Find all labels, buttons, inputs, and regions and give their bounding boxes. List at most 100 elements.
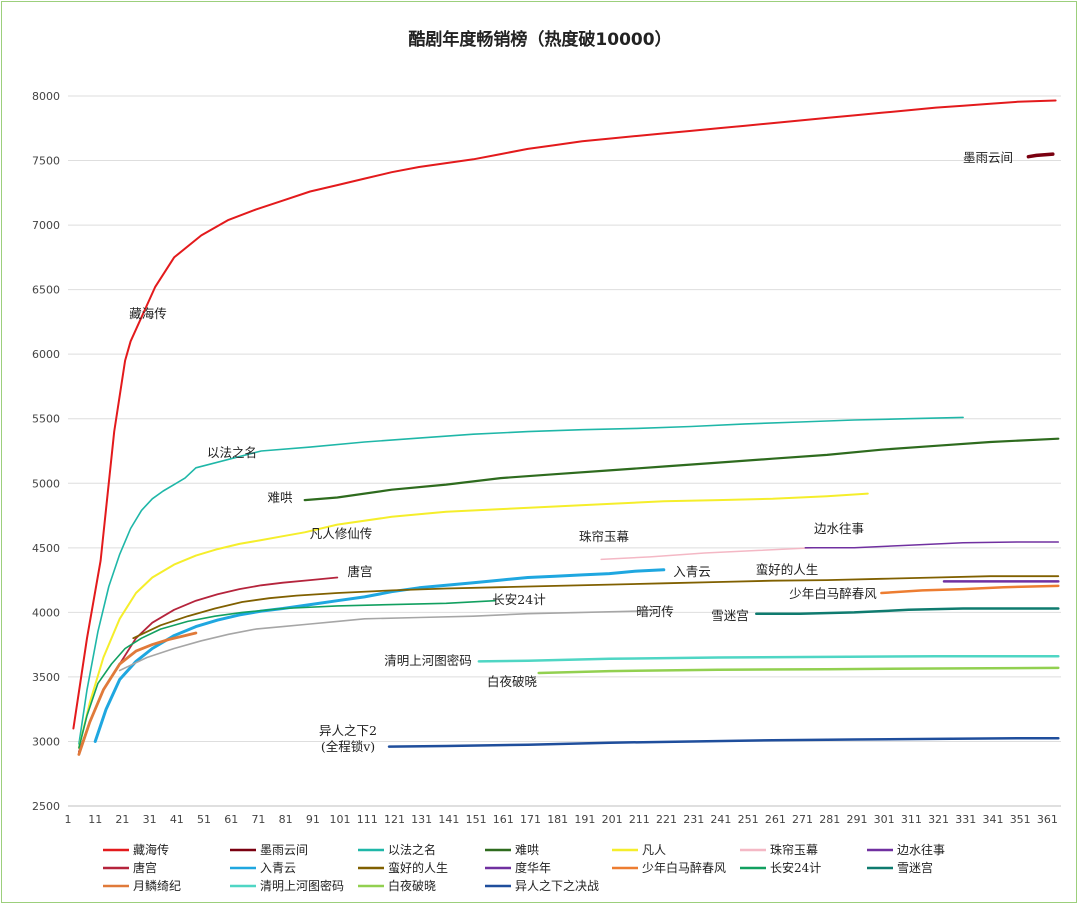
x-tick-label: 31	[143, 813, 157, 826]
x-tick-label: 191	[574, 813, 595, 826]
series-line-18	[118, 608, 654, 672]
series-line-6	[804, 541, 1060, 549]
series-line-5	[600, 547, 815, 561]
legend-label-14: 月鳞绮纪	[133, 879, 181, 893]
x-tick-label: 91	[306, 813, 320, 826]
series-line-12	[78, 599, 496, 749]
series-label-13: 雪迷宫	[711, 608, 749, 623]
legend-label-13: 雪迷宫	[897, 860, 933, 875]
series-line-17	[387, 736, 1060, 748]
legend-label-10: 度华年	[515, 860, 551, 875]
x-tick-label: 21	[115, 813, 129, 826]
y-tick-label: 5500	[32, 413, 60, 426]
x-tick-label: 341	[982, 813, 1003, 826]
x-tick-label: 211	[629, 813, 650, 826]
x-tick-label: 11	[88, 813, 102, 826]
series-line-11	[880, 584, 1060, 595]
x-tick-label: 161	[493, 813, 514, 826]
y-tick-label: 7000	[32, 219, 60, 232]
series-label-0: 藏海传	[129, 306, 167, 321]
x-tick-label: 41	[170, 813, 184, 826]
x-tick-label: 71	[251, 813, 265, 826]
x-tick-label: 101	[330, 813, 351, 826]
legend-label-1: 墨雨云间	[260, 843, 308, 857]
y-tick-label: 8000	[32, 90, 60, 103]
legend-label-4: 凡人	[642, 843, 666, 857]
x-tick-label: 111	[357, 813, 378, 826]
x-tick-label: 301	[874, 813, 895, 826]
gridlines	[68, 95, 1061, 807]
legend-label-17: 异人之下之决战	[515, 879, 599, 893]
legend-label-0: 藏海传	[133, 842, 169, 857]
y-tick-label: 3000	[32, 735, 60, 748]
x-tick-label: 121	[384, 813, 405, 826]
x-tick-label: 171	[520, 813, 541, 826]
annotations: 异人之下2 (全程锁v)	[319, 723, 377, 754]
legend-label-9: 蛮好的人生	[388, 860, 448, 875]
chart-title: 酷剧年度畅销榜（热度破10000）	[408, 29, 671, 50]
series-label-12: 长安24计	[492, 592, 545, 607]
series-line-15	[477, 655, 1060, 663]
y-tick-label: 7500	[32, 155, 60, 168]
x-tick-label: 81	[279, 813, 293, 826]
x-tick-label: 231	[683, 813, 704, 826]
series-label-8: 入青云	[673, 564, 711, 579]
series-line-4	[77, 492, 869, 749]
series-line-0	[72, 99, 1057, 730]
series-line-16	[537, 666, 1060, 675]
legend-label-3: 难哄	[515, 843, 539, 857]
series-line-2	[78, 416, 964, 745]
y-axis: 2500 3000 3500 4000 4500 5000 5500 6000 6500 7000…	[32, 90, 60, 813]
legend-label-15: 清明上河图密码	[260, 878, 344, 893]
x-tick-label: 251	[738, 813, 759, 826]
series-label-7: 唐宫	[347, 564, 372, 579]
x-tick-label: 261	[765, 813, 786, 826]
legend-label-8: 入青云	[260, 861, 296, 875]
x-tick-label: 151	[466, 813, 487, 826]
series-label-4: 凡人修仙传	[310, 526, 373, 541]
x-tick-label: 321	[928, 813, 949, 826]
series-label-9: 蛮好的人生	[756, 562, 819, 577]
x-tick-label: 141	[438, 813, 459, 826]
series-lines	[72, 99, 1060, 756]
series-label-5: 珠帘玉幕	[579, 529, 630, 544]
x-tick-label: 1	[65, 813, 72, 826]
legend-label-2: 以法之名	[388, 842, 436, 857]
series-label-11: 少年白马醉春风	[789, 586, 877, 601]
x-axis: 1 11 21 31 41 51 61 71 81 91 101 111 121 131 141 151 161…	[65, 813, 1058, 826]
y-tick-label: 2500	[32, 800, 60, 813]
series-line-9	[132, 575, 1060, 640]
x-tick-label: 331	[955, 813, 976, 826]
legend-label-16: 白夜破晓	[388, 878, 436, 893]
series-label-2: 以法之名	[207, 445, 257, 460]
x-tick-label: 271	[792, 813, 813, 826]
x-tick-label: 221	[656, 813, 677, 826]
y-tick-label: 5000	[32, 477, 60, 490]
annotation-yiren-line1: 异人之下2	[319, 723, 377, 738]
series-label-6: 边水往事	[814, 521, 864, 536]
y-tick-label: 6500	[32, 284, 60, 297]
series-label-16: 白夜破晓	[487, 674, 538, 689]
x-tick-label: 51	[197, 813, 211, 826]
y-tick-label: 4500	[32, 542, 60, 555]
x-tick-label: 351	[1010, 813, 1031, 826]
x-tick-label: 61	[224, 813, 238, 826]
y-tick-label: 3500	[32, 671, 60, 684]
legend-label-11: 少年白马醉春风	[642, 860, 726, 875]
series-label-1: 墨雨云间	[963, 150, 1013, 165]
legend-label-5: 珠帘玉幕	[770, 842, 818, 857]
annotation-yiren-line2: (全程锁v)	[321, 739, 375, 754]
x-tick-label: 361	[1037, 813, 1058, 826]
series-line-3	[303, 437, 1060, 502]
series-line-13	[755, 607, 1060, 615]
legend-label-7: 唐宫	[133, 860, 157, 875]
legend-label-12: 长安24计	[770, 860, 821, 875]
series-line-1	[1026, 152, 1055, 159]
series-label-18: 暗河传	[636, 604, 674, 619]
x-tick-label: 201	[602, 813, 623, 826]
x-tick-label: 281	[819, 813, 840, 826]
